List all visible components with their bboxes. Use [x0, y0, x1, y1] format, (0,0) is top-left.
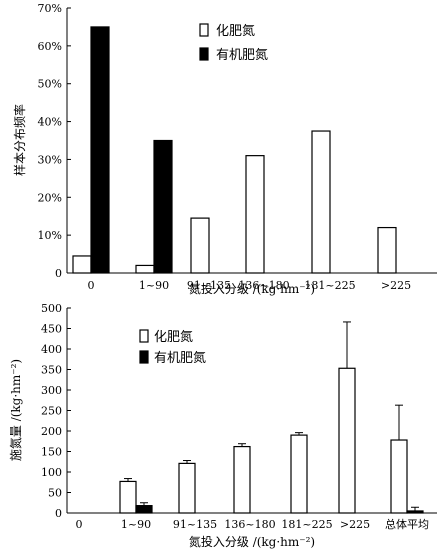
- bottom-bar: [178, 462, 196, 514]
- bottom-y-tick-label: 400: [41, 343, 62, 356]
- top-bar: [72, 255, 92, 274]
- bottom-legend-label-fertilizer: 化肥氮: [154, 330, 193, 345]
- top-legend-swatch-organic: [199, 47, 209, 61]
- top-y-tick-label: 0: [55, 267, 62, 280]
- top-chart: 样本分布频率 氮投入分级 /(kg·hm⁻²) 化肥氮 有机肥氮 0 10% 20%…: [12, 2, 437, 296]
- bottom-y-tick-label: 50: [48, 487, 62, 500]
- top-y-tick-label: 30%: [38, 153, 62, 166]
- bottom-x-tick-label: 1~90: [121, 518, 151, 531]
- top-bar: [135, 264, 155, 274]
- bottom-x-tick-label: 181~225: [281, 518, 332, 531]
- bottom-y-tick-label: 100: [41, 466, 62, 479]
- top-x-tick-label: 136~180: [238, 279, 289, 292]
- top-y-tick-label: 40%: [38, 116, 62, 129]
- top-bar: [311, 130, 331, 274]
- top-legend-swatch-fertilizer: [199, 23, 209, 37]
- bottom-y-tick-label: 450: [41, 323, 62, 336]
- bottom-legend-swatch-fertilizer: [139, 329, 149, 343]
- top-y-axis-label: 样本分布频率: [12, 104, 27, 176]
- bottom-y-tick-label: 350: [41, 364, 62, 377]
- top-y-tick-label: 70%: [38, 2, 62, 15]
- bottom-bar: [135, 505, 153, 514]
- bottom-y-axis-label: 施氮量 /(kg·hm⁻²): [8, 359, 23, 461]
- bottom-bar: [338, 367, 356, 514]
- top-x-tick-label: >225: [381, 279, 411, 292]
- top-bar: [245, 155, 265, 274]
- bottom-x-tick-label: >225: [340, 518, 370, 531]
- bottom-x-tick-label: 总体平均: [385, 517, 429, 531]
- top-bar: [90, 26, 110, 274]
- top-y-tick-label: 50%: [38, 78, 62, 91]
- top-x-tick-label: 181~225: [304, 279, 355, 292]
- bottom-x-tick-label: 0: [76, 518, 83, 531]
- bottom-legend-swatch-organic: [139, 350, 149, 364]
- top-bar: [190, 217, 210, 274]
- top-bar: [377, 226, 397, 274]
- bottom-y-tick-label: 500: [41, 302, 62, 315]
- top-x-tick-label: 91~135: [187, 279, 231, 292]
- bottom-y-tick-label: 300: [41, 384, 62, 397]
- bottom-chart: 施氮量 /(kg·hm⁻²) 氮投入分级 /(kg·hm⁻²) 化肥氮 有机肥氮…: [8, 302, 437, 549]
- top-x-axis-label: 氮投入分级 /(kg·hm⁻²): [189, 281, 315, 296]
- top-y-tick-label: 60%: [38, 40, 62, 53]
- bottom-bar: [233, 445, 251, 514]
- bottom-x-tick-label: 91~135: [173, 518, 217, 531]
- bottom-y-tick-label: 200: [41, 425, 62, 438]
- top-bar: [153, 139, 173, 274]
- bottom-y-tick-label: 250: [41, 405, 62, 418]
- top-x-tick-label: 1~90: [139, 279, 169, 292]
- bottom-y-tick-label: 150: [41, 446, 62, 459]
- top-y-tick-label: 10%: [38, 229, 62, 242]
- bottom-bar: [119, 480, 137, 514]
- bottom-x-tick-label: 136~180: [224, 518, 275, 531]
- bottom-bar: [390, 439, 408, 514]
- top-legend-label-fertilizer: 化肥氮: [216, 24, 255, 39]
- bottom-x-axis-label: 氮投入分级 /(kg·hm⁻²): [189, 534, 315, 549]
- bottom-y-tick-label: 0: [55, 507, 62, 520]
- top-y-tick-label: 20%: [38, 191, 62, 204]
- top-x-tick-label: 0: [88, 279, 95, 292]
- bottom-bar: [290, 434, 308, 514]
- bottom-legend-label-organic: 有机肥氮: [154, 351, 206, 366]
- bottom-bar: [406, 510, 424, 514]
- top-legend-label-organic: 有机肥氮: [216, 48, 268, 63]
